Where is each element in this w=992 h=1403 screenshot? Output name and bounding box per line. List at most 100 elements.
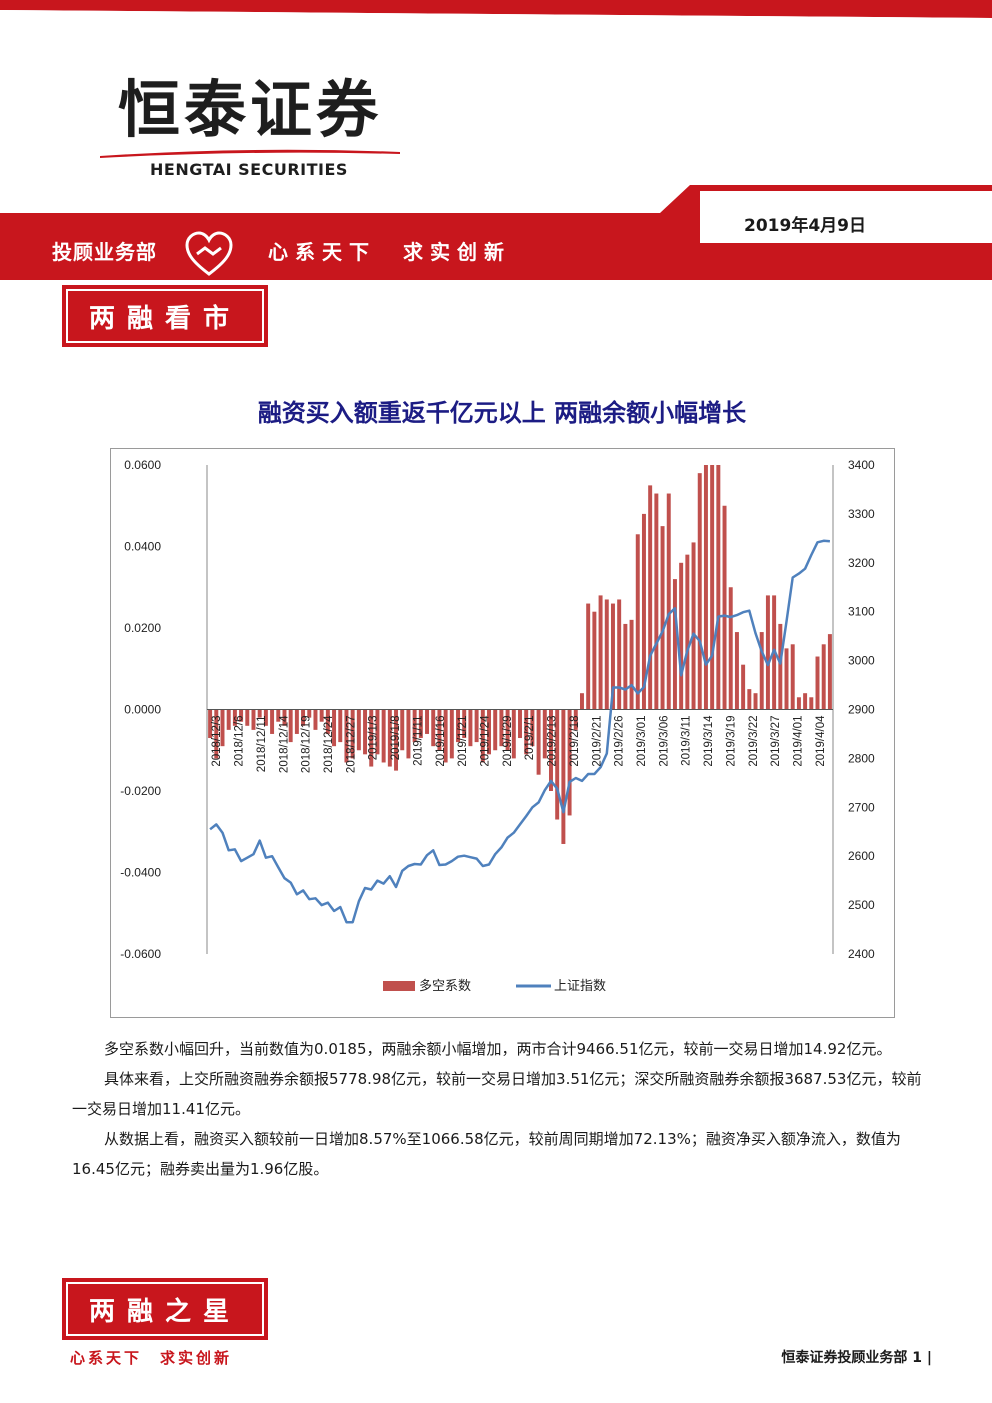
logo-english-text: HENGTAI SECURITIES xyxy=(150,160,348,179)
long-short-bar xyxy=(796,697,801,710)
right-axis-tick-label: 2400 xyxy=(848,947,875,961)
x-axis-tick-label: 2019/2/13 xyxy=(547,716,559,767)
long-short-bar xyxy=(561,709,566,844)
long-short-bar xyxy=(232,709,237,726)
long-short-bar xyxy=(301,709,306,726)
long-short-bar xyxy=(431,709,436,747)
long-short-bar xyxy=(666,493,671,710)
paragraph-3: 从数据上看，融资买入额较前一日增加8.57%至1066.58亿元，较前周同期增加… xyxy=(72,1130,901,1178)
header-banner xyxy=(0,185,992,280)
long-short-bar xyxy=(623,623,628,710)
left-axis-tick-label: 0.0600 xyxy=(124,458,161,472)
long-short-bar xyxy=(437,709,442,751)
x-axis-tick-label: 2019/3/19 xyxy=(725,716,737,767)
long-short-bar xyxy=(803,693,808,710)
long-short-bar xyxy=(827,634,832,710)
long-short-bar xyxy=(350,709,355,759)
article-title: 融资买入额重返千亿元以上 两融余额小幅增长 xyxy=(257,399,747,427)
article-body: 多空系数小幅回升，当前数值为0.0185，两融余额小幅增加，两市合计9466.5… xyxy=(72,1034,934,1184)
long-short-bar xyxy=(753,693,758,710)
right-axis-tick-label: 3100 xyxy=(848,605,875,619)
long-short-bar xyxy=(629,619,634,710)
long-short-bar xyxy=(747,689,752,710)
right-axis-tick-label: 2600 xyxy=(848,849,875,863)
long-short-bar xyxy=(344,709,349,763)
heart-handshake-icon xyxy=(185,231,233,276)
long-short-bar xyxy=(778,623,783,710)
long-short-bar xyxy=(425,709,430,734)
long-short-bar xyxy=(604,599,609,710)
long-short-bar xyxy=(381,709,386,763)
x-axis-tick-label: 2019/2/21 xyxy=(591,716,603,767)
footer-page-label: 恒泰证券投顾业务部 1 | xyxy=(781,1350,932,1366)
x-axis-tick-label: 2019/1/11 xyxy=(412,716,424,766)
long-short-bar xyxy=(530,709,535,747)
x-axis-tick-label: 2019/4/01 xyxy=(792,716,804,767)
long-short-bar xyxy=(443,709,448,763)
x-axis-tick-label: 2019/1/24 xyxy=(479,715,491,767)
long-short-bar xyxy=(499,709,504,747)
left-axis-tick-label: -0.0600 xyxy=(120,947,161,961)
long-short-bar xyxy=(418,709,423,739)
long-short-bar xyxy=(710,465,715,710)
long-short-bar xyxy=(369,709,374,767)
long-short-bar xyxy=(468,709,473,747)
right-axis-tick-label: 3000 xyxy=(848,654,875,668)
top-red-band xyxy=(0,0,992,40)
right-axis-tick-label: 2700 xyxy=(848,800,875,814)
long-short-bar xyxy=(505,709,510,751)
left-axis-tick-label: 0.0200 xyxy=(124,621,161,635)
x-axis-tick-label: 2019/1/3 xyxy=(368,716,380,761)
section-star-text: 两融之星 xyxy=(66,1282,264,1336)
long-short-bar xyxy=(332,709,337,747)
long-short-bar xyxy=(703,465,708,710)
footer-slogan: 心系天下 求实创新 xyxy=(70,1349,233,1367)
paragraph-1: 多空系数小幅回升，当前数值为0.0185，两融余额小幅增加，两市合计9466.5… xyxy=(104,1040,892,1058)
right-axis-tick-label: 2500 xyxy=(848,898,875,912)
chart-svg: 0.0600 0.0400 0.0200 0.0000 -0.0200 -0.0400 -0… xyxy=(120,458,875,994)
long-short-bar xyxy=(363,709,368,755)
long-short-bar xyxy=(542,709,547,759)
long-short-bar xyxy=(741,664,746,710)
long-short-bar xyxy=(226,709,231,730)
long-short-bar xyxy=(722,505,727,710)
long-short-bar xyxy=(809,697,814,710)
long-short-bar xyxy=(784,648,789,710)
x-axis-tick-label: 2018/12/27 xyxy=(345,716,357,774)
legend-line-label: 上证指数 xyxy=(554,979,606,994)
long-short-bar xyxy=(511,709,516,759)
long-short-bar xyxy=(685,554,690,710)
long-short-bar xyxy=(480,709,485,763)
section-market-label: 两融看市 xyxy=(62,285,268,347)
left-axis-tick-label: -0.0200 xyxy=(120,784,161,798)
long-short-bar xyxy=(610,603,615,710)
left-axis-tick-label: 0.0000 xyxy=(124,703,161,717)
x-axis-tick-label: 2019/3/27 xyxy=(770,716,782,767)
long-short-bar xyxy=(579,693,584,710)
long-short-bar xyxy=(734,632,739,710)
long-short-bar xyxy=(573,709,578,730)
x-axis-tick-label: 2019/2/1 xyxy=(524,716,536,761)
right-axis-tick-label: 3200 xyxy=(848,556,875,570)
logo-swoosh-icon xyxy=(100,149,400,158)
long-short-bar xyxy=(716,465,721,710)
x-axis-tick-label: 2018/12/14 xyxy=(278,715,290,773)
right-axis-tick-label: 3400 xyxy=(848,458,875,472)
long-short-bar xyxy=(790,644,795,710)
long-short-bar xyxy=(765,595,770,710)
long-short-bar xyxy=(325,709,330,734)
long-short-bar xyxy=(598,595,603,710)
long-short-bar xyxy=(536,709,541,775)
x-axis-tick-label: 2019/3/06 xyxy=(658,716,670,767)
long-short-bar xyxy=(555,709,560,820)
report-date: 2019年4月9日 xyxy=(744,216,866,236)
long-short-bar xyxy=(592,611,597,710)
long-short-bar xyxy=(313,709,318,730)
x-axis-tick-label: 2018/12/3 xyxy=(211,716,223,767)
long-short-bar xyxy=(288,709,293,743)
long-short-bar xyxy=(524,709,529,755)
right-axis-tick-label: 2900 xyxy=(848,703,875,717)
x-axis-tick-label: 2019/4/04 xyxy=(815,715,827,767)
long-short-bar xyxy=(394,709,399,771)
x-axis-tick-label: 2018/12/24 xyxy=(323,715,335,773)
